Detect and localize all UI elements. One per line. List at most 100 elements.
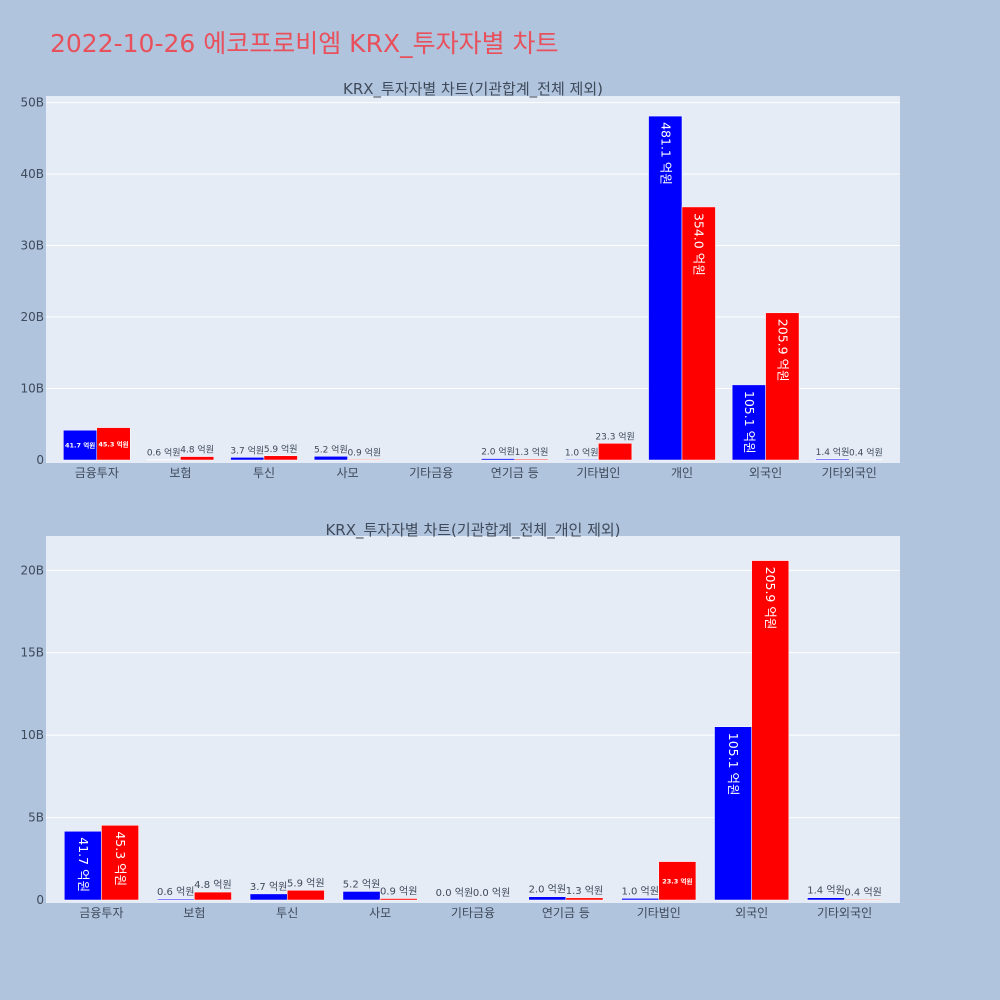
bar[interactable] — [648, 115, 683, 461]
data-label: 23.3 억원 — [662, 876, 692, 885]
x-tick-label: 금융투자 — [79, 906, 123, 920]
bar[interactable] — [249, 893, 288, 901]
y-tick-label: 30B — [20, 239, 44, 253]
data-label: 5.9 억원 — [264, 443, 298, 455]
bar[interactable] — [286, 890, 325, 901]
data-label: 1.4 억원 — [807, 885, 844, 897]
x-tick-label: 기타외국인 — [822, 466, 877, 480]
bar[interactable] — [342, 891, 381, 901]
data-label: 0.9 억원 — [380, 886, 417, 898]
chart-title: KRX_투자자별 차트(기관합계_전체_개인 제외) — [325, 521, 620, 540]
data-label: 0.0 억원 — [473, 887, 510, 899]
data-label: 0.6 억원 — [147, 447, 181, 459]
data-label: 0.4 억원 — [849, 447, 883, 459]
data-label: 45.3 억원 — [98, 439, 128, 448]
bar[interactable] — [681, 206, 716, 461]
bar[interactable] — [64, 831, 102, 901]
page-title: 2022-10-26 에코프로비엠 KRX_투자자별 차트 — [50, 29, 559, 58]
x-tick-label: 개인 — [671, 466, 693, 480]
y-tick-label: 10B — [20, 382, 44, 396]
bar[interactable] — [621, 898, 660, 901]
x-tick-label: 보험 — [183, 906, 205, 920]
bar[interactable] — [598, 443, 633, 461]
bar[interactable] — [63, 429, 98, 461]
bar[interactable] — [731, 384, 766, 461]
chart-1: 0 10B 20B 30B 40B 50B KRX_투자자별 차트(기관합계_전체 제외) 금… — [20, 80, 900, 480]
bar[interactable] — [481, 458, 516, 461]
y-tick-label: 0 — [36, 453, 44, 467]
bar[interactable] — [514, 458, 549, 461]
x-tick-label: 연기금 등 — [542, 906, 590, 920]
data-label: 205.9 억원 — [775, 319, 790, 382]
bar[interactable] — [96, 427, 131, 461]
data-label: 481.1 억원 — [658, 122, 673, 185]
data-label: 1.0 억원 — [621, 885, 658, 897]
data-label: 41.7 억원 — [76, 837, 91, 892]
data-label: 3.7 억원 — [250, 881, 287, 893]
data-label: 354.0 억원 — [692, 213, 707, 276]
y-tick-label: 40B — [20, 167, 44, 181]
x-tick-label: 보험 — [169, 466, 191, 480]
y-tick-label: 20B — [20, 310, 44, 324]
bar[interactable] — [765, 312, 800, 461]
bar[interactable] — [194, 891, 232, 901]
data-label: 23.3 억원 — [595, 430, 634, 442]
x-tick-label: 사모 — [337, 466, 359, 480]
x-tick-label: 기타외국인 — [817, 906, 872, 920]
y-tick-label: 15B — [20, 646, 44, 660]
bar[interactable] — [658, 861, 697, 901]
data-label: 1.0 억원 — [565, 446, 599, 458]
bar[interactable] — [844, 899, 882, 901]
data-label: 2.0 억원 — [481, 446, 515, 458]
y-tick-label: 5B — [28, 811, 44, 825]
data-label: 105.1 억원 — [742, 391, 757, 454]
data-label: 0.4 억원 — [844, 886, 881, 898]
bar[interactable] — [263, 455, 298, 461]
data-label: 4.8 억원 — [194, 879, 231, 891]
y-tick-label: 10B — [20, 728, 44, 742]
bar[interactable] — [714, 726, 752, 901]
data-label: 3.7 억원 — [230, 444, 264, 456]
data-label: 5.2 억원 — [314, 443, 348, 455]
bar[interactable] — [379, 898, 418, 901]
data-label: 4.8 억원 — [180, 444, 214, 456]
bar[interactable] — [565, 897, 604, 901]
x-tick-label: 기타법인 — [576, 466, 620, 480]
x-tick-label: 외국인 — [735, 906, 768, 920]
chart-title: KRX_투자자별 차트(기관합계_전체 제외) — [343, 80, 603, 99]
data-label: 41.7 억원 — [65, 441, 95, 450]
bar[interactable] — [101, 825, 139, 901]
x-tick-label: 사모 — [369, 906, 391, 920]
x-tick-label: 투신 — [276, 906, 298, 920]
bar[interactable] — [347, 459, 382, 461]
bar[interactable] — [156, 898, 195, 901]
data-label: 45.3 억원 — [113, 831, 128, 886]
y-tick-label: 0 — [36, 893, 44, 907]
y-tick-label: 20B — [20, 563, 44, 577]
x-tick-label: 기타금융 — [409, 466, 453, 480]
x-tick-label: 기타법인 — [637, 906, 681, 920]
x-tick-label: 연기금 등 — [491, 466, 539, 480]
y-tick-label: 50B — [20, 96, 44, 110]
x-tick-label: 기타금융 — [451, 906, 495, 920]
bar[interactable] — [815, 458, 850, 461]
data-label: 0.9 억원 — [347, 446, 381, 458]
data-label: 0.6 억원 — [157, 886, 194, 898]
data-label: 1.3 억원 — [515, 446, 549, 458]
chart-2: 0 5B 10B 15B 20B KRX_투자자별 차트(기관합계_전체_개인 제외) 금융… — [20, 521, 900, 920]
bar[interactable] — [528, 896, 567, 901]
data-label: 2.0 억원 — [529, 884, 566, 896]
bar[interactable] — [807, 897, 845, 901]
data-label: 5.2 억원 — [343, 878, 380, 890]
data-label: 205.9 억원 — [763, 567, 778, 630]
bar[interactable] — [751, 560, 790, 901]
x-tick-label: 투신 — [253, 466, 275, 480]
data-label: 1.4 억원 — [816, 446, 850, 458]
bar[interactable] — [230, 457, 265, 461]
data-label: 5.9 억원 — [287, 877, 324, 889]
bar[interactable] — [564, 459, 599, 461]
data-label: 1.3 억원 — [566, 885, 603, 897]
bar[interactable] — [313, 456, 348, 461]
bar[interactable] — [180, 456, 215, 461]
